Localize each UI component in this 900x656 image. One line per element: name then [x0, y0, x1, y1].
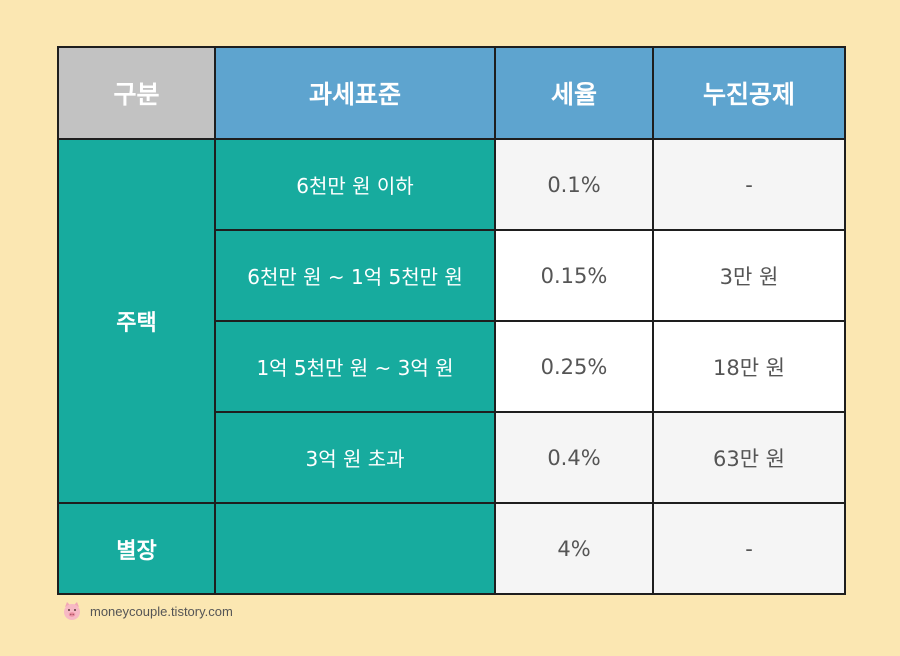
header-deduction: 누진공제 — [652, 46, 846, 140]
tax-base-cell: 6천만 원 이하 — [214, 138, 496, 231]
tax-rate-cell: 0.15% — [494, 229, 654, 322]
header-row: 구분 과세표준 세율 누진공제 — [57, 46, 846, 140]
deduction-cell: - — [652, 502, 846, 595]
table-row: 3억 원 초과 0.4% 63만 원 — [58, 411, 846, 504]
header-tax-rate: 세율 — [494, 46, 654, 140]
tax-rate-table: 구분 과세표준 세율 누진공제 주택 6천만 원 이하 0.1% - 6천만 원… — [57, 46, 846, 595]
table-row: 1억 5천만 원 ~ 3억 원 0.25% 18만 원 — [58, 320, 846, 413]
tax-rate-cell: 0.4% — [494, 411, 654, 504]
deduction-cell: 18만 원 — [652, 320, 846, 413]
pig-icon — [62, 601, 82, 621]
deduction-cell: 3만 원 — [652, 229, 846, 322]
tax-base-cell — [214, 502, 496, 595]
tax-rate-cell: 0.1% — [494, 138, 654, 231]
header-tax-base: 과세표준 — [214, 46, 496, 140]
table-row: 별장 4% - — [57, 502, 846, 595]
category-villa: 별장 — [57, 502, 216, 595]
header-category: 구분 — [57, 46, 216, 140]
table-row: 주택 6천만 원 이하 0.1% - — [57, 138, 846, 504]
footer-url: moneycouple.tistory.com — [90, 603, 233, 619]
deduction-cell: - — [652, 138, 846, 231]
deduction-cell: 63만 원 — [652, 411, 846, 504]
tax-base-cell: 1억 5천만 원 ~ 3억 원 — [214, 320, 496, 413]
tax-base-cell: 3억 원 초과 — [214, 411, 496, 504]
category-house: 주택 — [57, 138, 216, 504]
table-row: 6천만 원 ~ 1억 5천만 원 0.15% 3만 원 — [58, 229, 846, 322]
tax-base-cell: 6천만 원 ~ 1억 5천만 원 — [214, 229, 496, 322]
tax-rate-cell: 4% — [494, 502, 654, 595]
footer: moneycouple.tistory.com — [62, 601, 233, 621]
tax-rate-cell: 0.25% — [494, 320, 654, 413]
